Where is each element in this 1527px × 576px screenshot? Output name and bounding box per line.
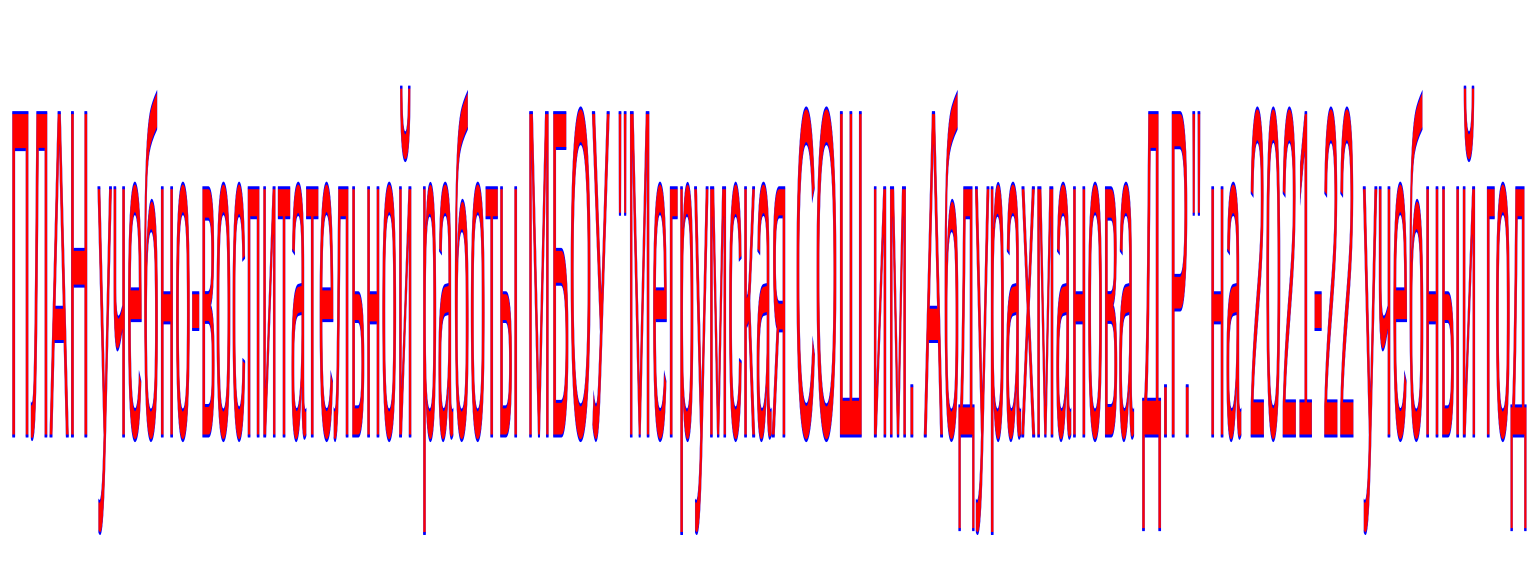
stretched-title-text: ПЛАН учебно-воспитательной работы МБОУ "… [10, 11, 1527, 539]
